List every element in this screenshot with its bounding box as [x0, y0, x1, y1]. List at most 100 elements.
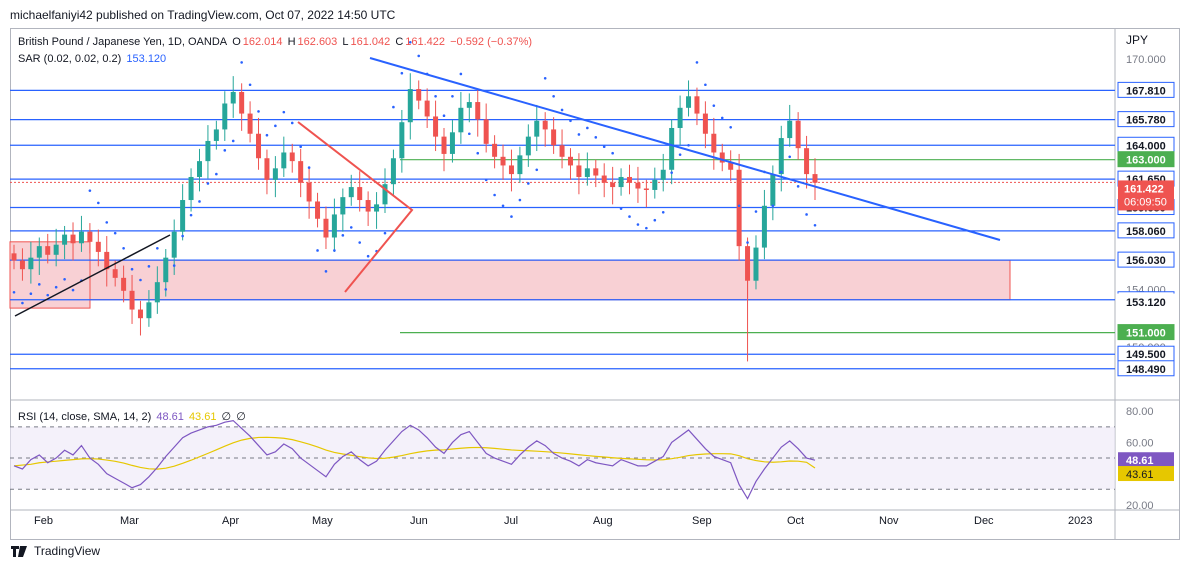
candle-body [121, 277, 127, 291]
sar-dot [468, 132, 471, 136]
level-price-label: 158.060 [1126, 226, 1166, 238]
rsi-sma-value: 43.61 [188, 411, 217, 423]
candle-body [78, 231, 84, 244]
sar-dot [290, 121, 294, 125]
sar-dot [316, 249, 319, 252]
candle-body [542, 120, 548, 130]
sar-dot [248, 83, 252, 87]
sar-dot [400, 71, 404, 75]
y-tick-label: 170.000 [1126, 54, 1166, 66]
candle-body [196, 161, 202, 177]
sar-dot [434, 94, 437, 98]
candle-body [449, 132, 455, 154]
candle-body [601, 175, 607, 183]
sar-dot [737, 204, 741, 208]
candle-body [686, 96, 692, 108]
low-label: L [342, 36, 349, 48]
high-label: H [287, 36, 296, 48]
sar-dot [628, 215, 631, 218]
sar-dot [771, 204, 775, 208]
level-price-tag [1117, 360, 1175, 377]
candle-body [761, 205, 767, 248]
candle-body [340, 197, 346, 215]
rsi-sma-tag-label: 43.61 [1126, 469, 1154, 481]
candle-body [298, 161, 304, 183]
current-price-tag [1118, 180, 1174, 211]
level-price-tag [1117, 251, 1175, 268]
footer-brand-label: TradingView [34, 544, 101, 558]
sar-dot [299, 145, 302, 149]
candle-body [416, 89, 422, 101]
candle-body [264, 158, 270, 180]
level-price-label: 149.500 [1126, 349, 1166, 361]
sar-dot [206, 182, 210, 185]
sar-dot [231, 139, 235, 143]
sar-dot [518, 198, 522, 202]
sar-dot [729, 125, 732, 129]
sar-dot [215, 172, 218, 176]
sar-dot [805, 213, 808, 216]
candle-body [627, 176, 633, 183]
candle-body [610, 182, 616, 188]
candle-body [365, 200, 371, 212]
sar-dot [704, 83, 707, 87]
sar-dot [29, 292, 33, 295]
level-price-tag [1117, 81, 1175, 98]
candle-body [458, 107, 464, 133]
sar-dot [366, 254, 370, 258]
candle-body [36, 246, 42, 258]
sar-dot [122, 247, 125, 250]
candle-body [11, 253, 17, 261]
candle-body [45, 246, 51, 255]
sar-dot [63, 277, 66, 281]
candle-body [778, 138, 784, 175]
open-value: 162.014 [242, 36, 283, 48]
sar-dot [172, 264, 176, 267]
candle-body [694, 96, 700, 114]
level-price-label: 153.120 [1126, 297, 1166, 309]
sar-dot [451, 94, 454, 98]
sar-dot [282, 110, 286, 114]
rsi-line [13, 419, 816, 500]
sar-dot [223, 149, 227, 152]
sar-dot [341, 234, 345, 237]
candle-body [19, 260, 25, 270]
candle-body [753, 247, 759, 281]
candle-body [525, 136, 531, 156]
sar-dot [577, 133, 581, 136]
sar-dot [535, 168, 539, 172]
candle-body [239, 91, 245, 114]
sar-dot [324, 270, 328, 273]
sar-dot [383, 231, 387, 235]
candle-body [593, 168, 599, 176]
level-price-tag [1117, 151, 1175, 168]
sar-dot [459, 72, 463, 76]
rsi-value-tag [1118, 452, 1174, 468]
sar-dot [139, 278, 142, 282]
candle-body [87, 231, 93, 242]
candle-body [247, 113, 253, 134]
rsi-extra-2: ∅ [236, 411, 246, 423]
candle-body [382, 184, 388, 205]
close-label: C [395, 36, 404, 48]
candle-body [551, 129, 557, 146]
sar-dot [189, 213, 193, 217]
candle-body [272, 168, 278, 180]
candle-body [660, 169, 666, 180]
candle-body [28, 257, 34, 270]
candle-body [466, 102, 472, 108]
sar-dot [417, 54, 421, 58]
low-value: 161.042 [350, 36, 391, 48]
candle-body [711, 133, 717, 153]
sar-dot [720, 116, 724, 120]
current-price-label: 161.422 [1124, 183, 1164, 195]
level-price-tag [1117, 293, 1175, 310]
sar-dot [712, 104, 716, 107]
month-label: Aug [593, 515, 613, 527]
sar-dot [796, 185, 800, 188]
sar-dot [619, 207, 623, 210]
candle-body [289, 152, 295, 162]
sar-dot [156, 247, 159, 250]
tradingview-logo-icon [11, 546, 27, 557]
sar-dot [543, 76, 547, 80]
